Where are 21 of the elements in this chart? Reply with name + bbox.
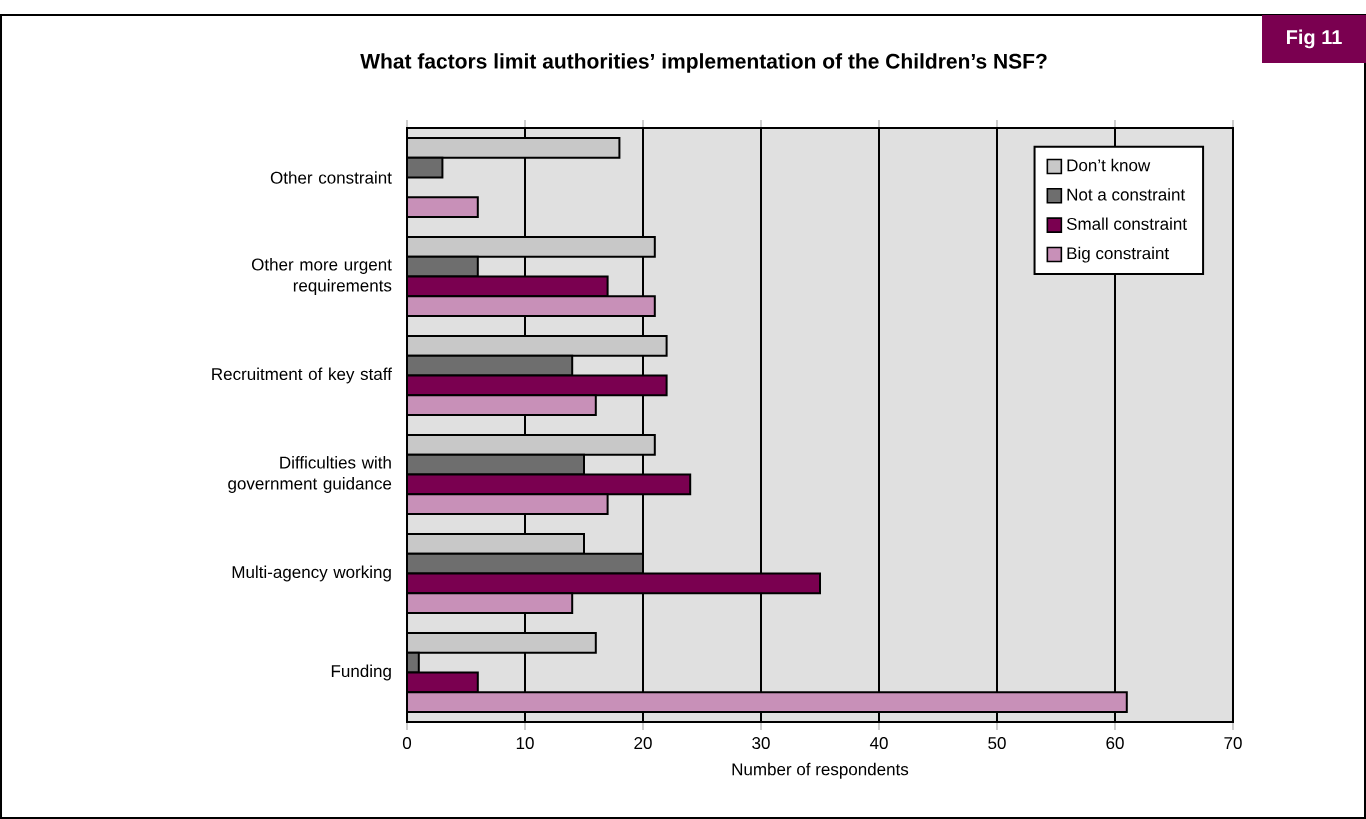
x-tick-label: 10 bbox=[516, 737, 534, 750]
y-tick-label: Difficulties with government guidance bbox=[228, 456, 392, 493]
x-tick-label: 0 bbox=[402, 737, 412, 750]
x-tick-label: 40 bbox=[869, 737, 888, 750]
x-axis-title: Number of respondents bbox=[732, 762, 909, 779]
legend-label: Don’t know bbox=[1067, 158, 1151, 172]
y-tick-label: Recruitment of key staff bbox=[212, 367, 392, 384]
y-tick-label: Funding bbox=[331, 664, 391, 681]
y-tick-label: Multi-agency working bbox=[232, 565, 391, 582]
x-tick-label: 20 bbox=[634, 737, 652, 750]
chart-title: What factors limit authorities’ implementation of the Children’s NSF? bbox=[360, 53, 1047, 73]
x-tick-label: 50 bbox=[988, 737, 1006, 750]
caption: Fig 11 bbox=[1287, 29, 1342, 49]
x-tick-label: 70 bbox=[1224, 737, 1242, 750]
legend-label: Not a constraint bbox=[1067, 188, 1186, 201]
y-tick-label: Other constraint bbox=[270, 171, 392, 184]
x-tick-label: 30 bbox=[752, 737, 770, 750]
x-tick-label: 60 bbox=[1106, 737, 1124, 750]
legend-label: Big constraint bbox=[1067, 246, 1169, 263]
y-tick-label: Other more urgent requirements bbox=[251, 258, 392, 295]
legend-label: Small constraint bbox=[1066, 217, 1187, 230]
